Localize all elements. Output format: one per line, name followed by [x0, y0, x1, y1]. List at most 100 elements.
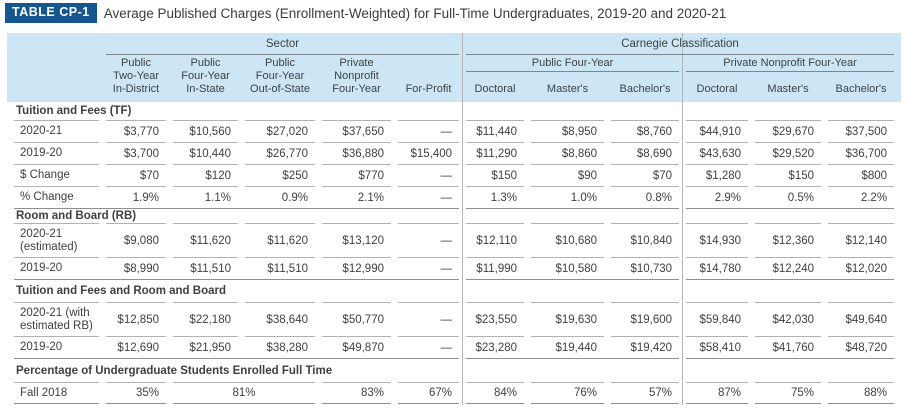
cell-value: $12,360: [755, 223, 822, 257]
cell-value: $3,700: [106, 142, 166, 164]
column-header-private-bachelors: Bachelor's: [835, 83, 887, 95]
column-header-private-nonprofit-four-year: Private Nonprofit Four-Year: [332, 57, 381, 95]
cell-value: $14,780: [686, 257, 749, 279]
cell-value: $10,580: [531, 257, 605, 279]
table-row: $ Change $70 $120 $250 $770 — $150 $90 $70 $1,280…: [14, 164, 895, 186]
column-header-for-profit: For-Profit: [405, 83, 452, 95]
cell-value: $14,930: [686, 223, 749, 257]
cell-value: $37,500: [828, 120, 895, 142]
cell-value: $38,640: [245, 302, 315, 336]
cell-value: $12,240: [755, 257, 822, 279]
cell-value: 1.1%: [173, 186, 238, 208]
cell-value: $38,280: [245, 336, 315, 358]
table-row: % Change 1.9% 1.1% 0.9% 2.1% — 1.3% 1.0% 0.8% 2.9…: [14, 186, 895, 208]
cell-value: 1.9%: [106, 186, 166, 208]
cell-value: $11,620: [245, 223, 315, 257]
cell-value: $44,910: [686, 120, 749, 142]
cell-value: 0.8%: [611, 186, 680, 208]
cell-value: $1,280: [686, 164, 749, 186]
row-label-column-spacer: [14, 33, 99, 102]
divider-sector-carnegie: [462, 33, 463, 405]
table-title: Average Published Charges (Enrollment-We…: [103, 5, 727, 21]
cell-value: 84%: [466, 382, 525, 404]
section-spacer: [686, 102, 894, 120]
cell-value: $8,990: [106, 257, 166, 279]
cell-value: $12,110: [466, 223, 525, 257]
cell-value: $8,690: [611, 142, 680, 164]
cell-value: $19,630: [531, 302, 605, 336]
row-label: 2019-20: [14, 336, 99, 358]
cell-value: $29,670: [755, 120, 822, 142]
column-header-public-bachelors: Bachelor's: [619, 83, 671, 95]
cell-value: —: [398, 257, 460, 279]
row-label: Fall 2018: [14, 382, 99, 404]
cell-value: $150: [466, 164, 525, 186]
cell-value: $10,440: [173, 142, 238, 164]
row-label: % Change: [14, 186, 99, 208]
private-nonprofit-subgroup-header: Private Nonprofit Four-Year: [686, 55, 895, 72]
cell-value: 1.0%: [531, 186, 605, 208]
cell-value: $50,770: [322, 302, 391, 336]
cell-value: 67%: [398, 382, 460, 404]
cell-value: $8,760: [611, 120, 680, 142]
cell-value: $41,760: [755, 336, 822, 358]
cell-value: —: [398, 336, 460, 358]
cell-value: $19,600: [611, 302, 680, 336]
section-label: Tuition and Fees (TF): [16, 105, 132, 117]
column-header-public-four-year-in-state: Public Four-Year In-State: [181, 57, 230, 95]
cell-value: $10,730: [611, 257, 680, 279]
cell-value: $9,080: [106, 223, 166, 257]
cell-value: $12,140: [828, 223, 895, 257]
cell-value: $150: [755, 164, 822, 186]
section-spacer: [686, 358, 895, 382]
cell-value: $70: [611, 164, 680, 186]
public-four-year-subgroup-header: Public Four-Year: [466, 55, 680, 72]
cell-value: 83%: [322, 382, 391, 404]
cell-value: $120: [173, 164, 238, 186]
column-header-public-four-year-out-of-state: Public Four-Year Out-of-State: [250, 57, 310, 95]
sector-group-header: Sector: [106, 33, 460, 55]
row-label: 2019-20: [14, 257, 99, 279]
cell-value: $48,720: [828, 336, 895, 358]
row-label: 2020-21 (estimated): [14, 223, 99, 257]
charges-table: Sector Carnegie Classification Public Tw…: [7, 33, 901, 404]
cell-value: $59,840: [686, 302, 749, 336]
cell-value: $23,280: [466, 336, 525, 358]
section-spacer: [466, 102, 679, 120]
cell-value: $27,020: [245, 120, 315, 142]
column-header-public-two-year-in-district: Public Two-Year In-District: [112, 57, 160, 95]
cell-value: $250: [245, 164, 315, 186]
cell-value: 0.5%: [755, 186, 822, 208]
cell-value: $10,840: [611, 223, 680, 257]
cell-value: $22,180: [173, 302, 238, 336]
cell-value: $11,620: [173, 223, 238, 257]
cell-value: 35%: [106, 382, 166, 404]
header-background-band: [7, 33, 901, 102]
cell-value: $58,410: [686, 336, 749, 358]
cell-value: $11,510: [173, 257, 238, 279]
column-header-public-masters: Master's: [546, 83, 589, 95]
cell-value: $15,400: [398, 142, 460, 164]
cell-value: $13,120: [322, 223, 391, 257]
cell-value: —: [398, 223, 460, 257]
section-label: Tuition and Fees and Room and Board: [14, 279, 460, 302]
cell-value: —: [398, 120, 460, 142]
cell-value: $49,640: [828, 302, 895, 336]
column-header-private-masters: Master's: [767, 83, 809, 95]
cell-value: $19,440: [531, 336, 605, 358]
cell-value: $36,700: [828, 142, 895, 164]
cell-value: $10,680: [531, 223, 605, 257]
table-row: 2020-21 (with estimated RB) $12,850 $22,18…: [14, 302, 895, 336]
cell-value: —: [398, 302, 460, 336]
table-number-badge: TABLE CP-1: [5, 3, 97, 23]
cell-value: $29,520: [755, 142, 822, 164]
section-spacer: [686, 208, 895, 223]
cell-value: $19,420: [611, 336, 680, 358]
cell-value: 88%: [828, 382, 895, 404]
cell-value: $12,020: [828, 257, 895, 279]
cell-value: $11,440: [466, 120, 525, 142]
row-label: 2020-21 (with estimated RB): [14, 302, 99, 336]
table-row: 2020-21 $3,770 $10,560 $27,020 $37,650 — $11,4…: [14, 120, 895, 142]
cell-value: $11,290: [466, 142, 525, 164]
cell-value: $21,950: [173, 336, 238, 358]
